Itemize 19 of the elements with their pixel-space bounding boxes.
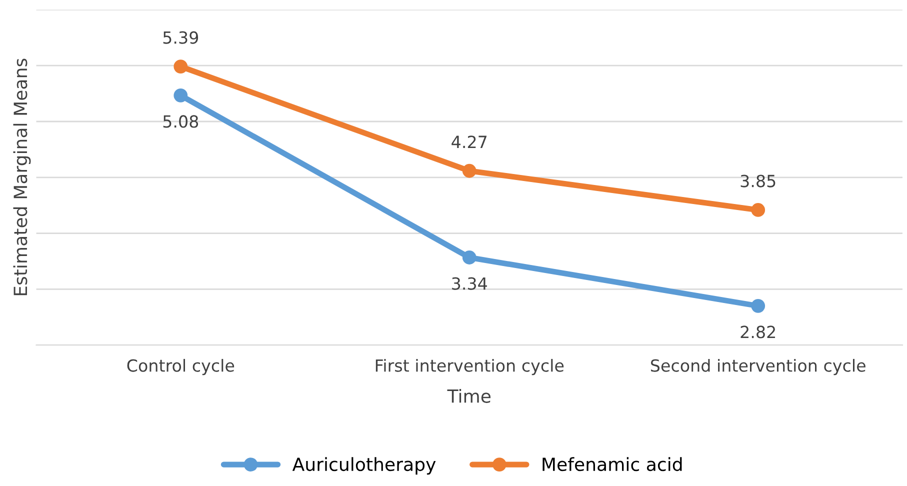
data-label: 3.34 xyxy=(452,277,487,290)
point xyxy=(462,250,476,264)
point xyxy=(174,88,188,102)
data-label: 5.39 xyxy=(163,31,198,44)
x-axis-title: Time xyxy=(447,388,490,403)
point xyxy=(174,60,188,74)
point xyxy=(751,203,766,217)
data-label: 2.82 xyxy=(740,326,775,338)
y-axis-title: Estimated Marginal Means xyxy=(13,58,31,296)
data-label: 3.85 xyxy=(740,174,776,188)
data-label: 4.27 xyxy=(452,136,487,148)
x-tick-label: Control cycle xyxy=(127,358,234,376)
x-tick-label: Second intervention cycle xyxy=(650,358,866,376)
point xyxy=(462,164,476,178)
data-label: 5.08 xyxy=(163,115,198,128)
x-tick-label: First intervention cycle xyxy=(376,358,564,376)
legend-label: Mefenamic acid xyxy=(542,457,682,472)
legend-label: Auriculotherapy xyxy=(292,457,436,475)
point xyxy=(751,298,766,313)
